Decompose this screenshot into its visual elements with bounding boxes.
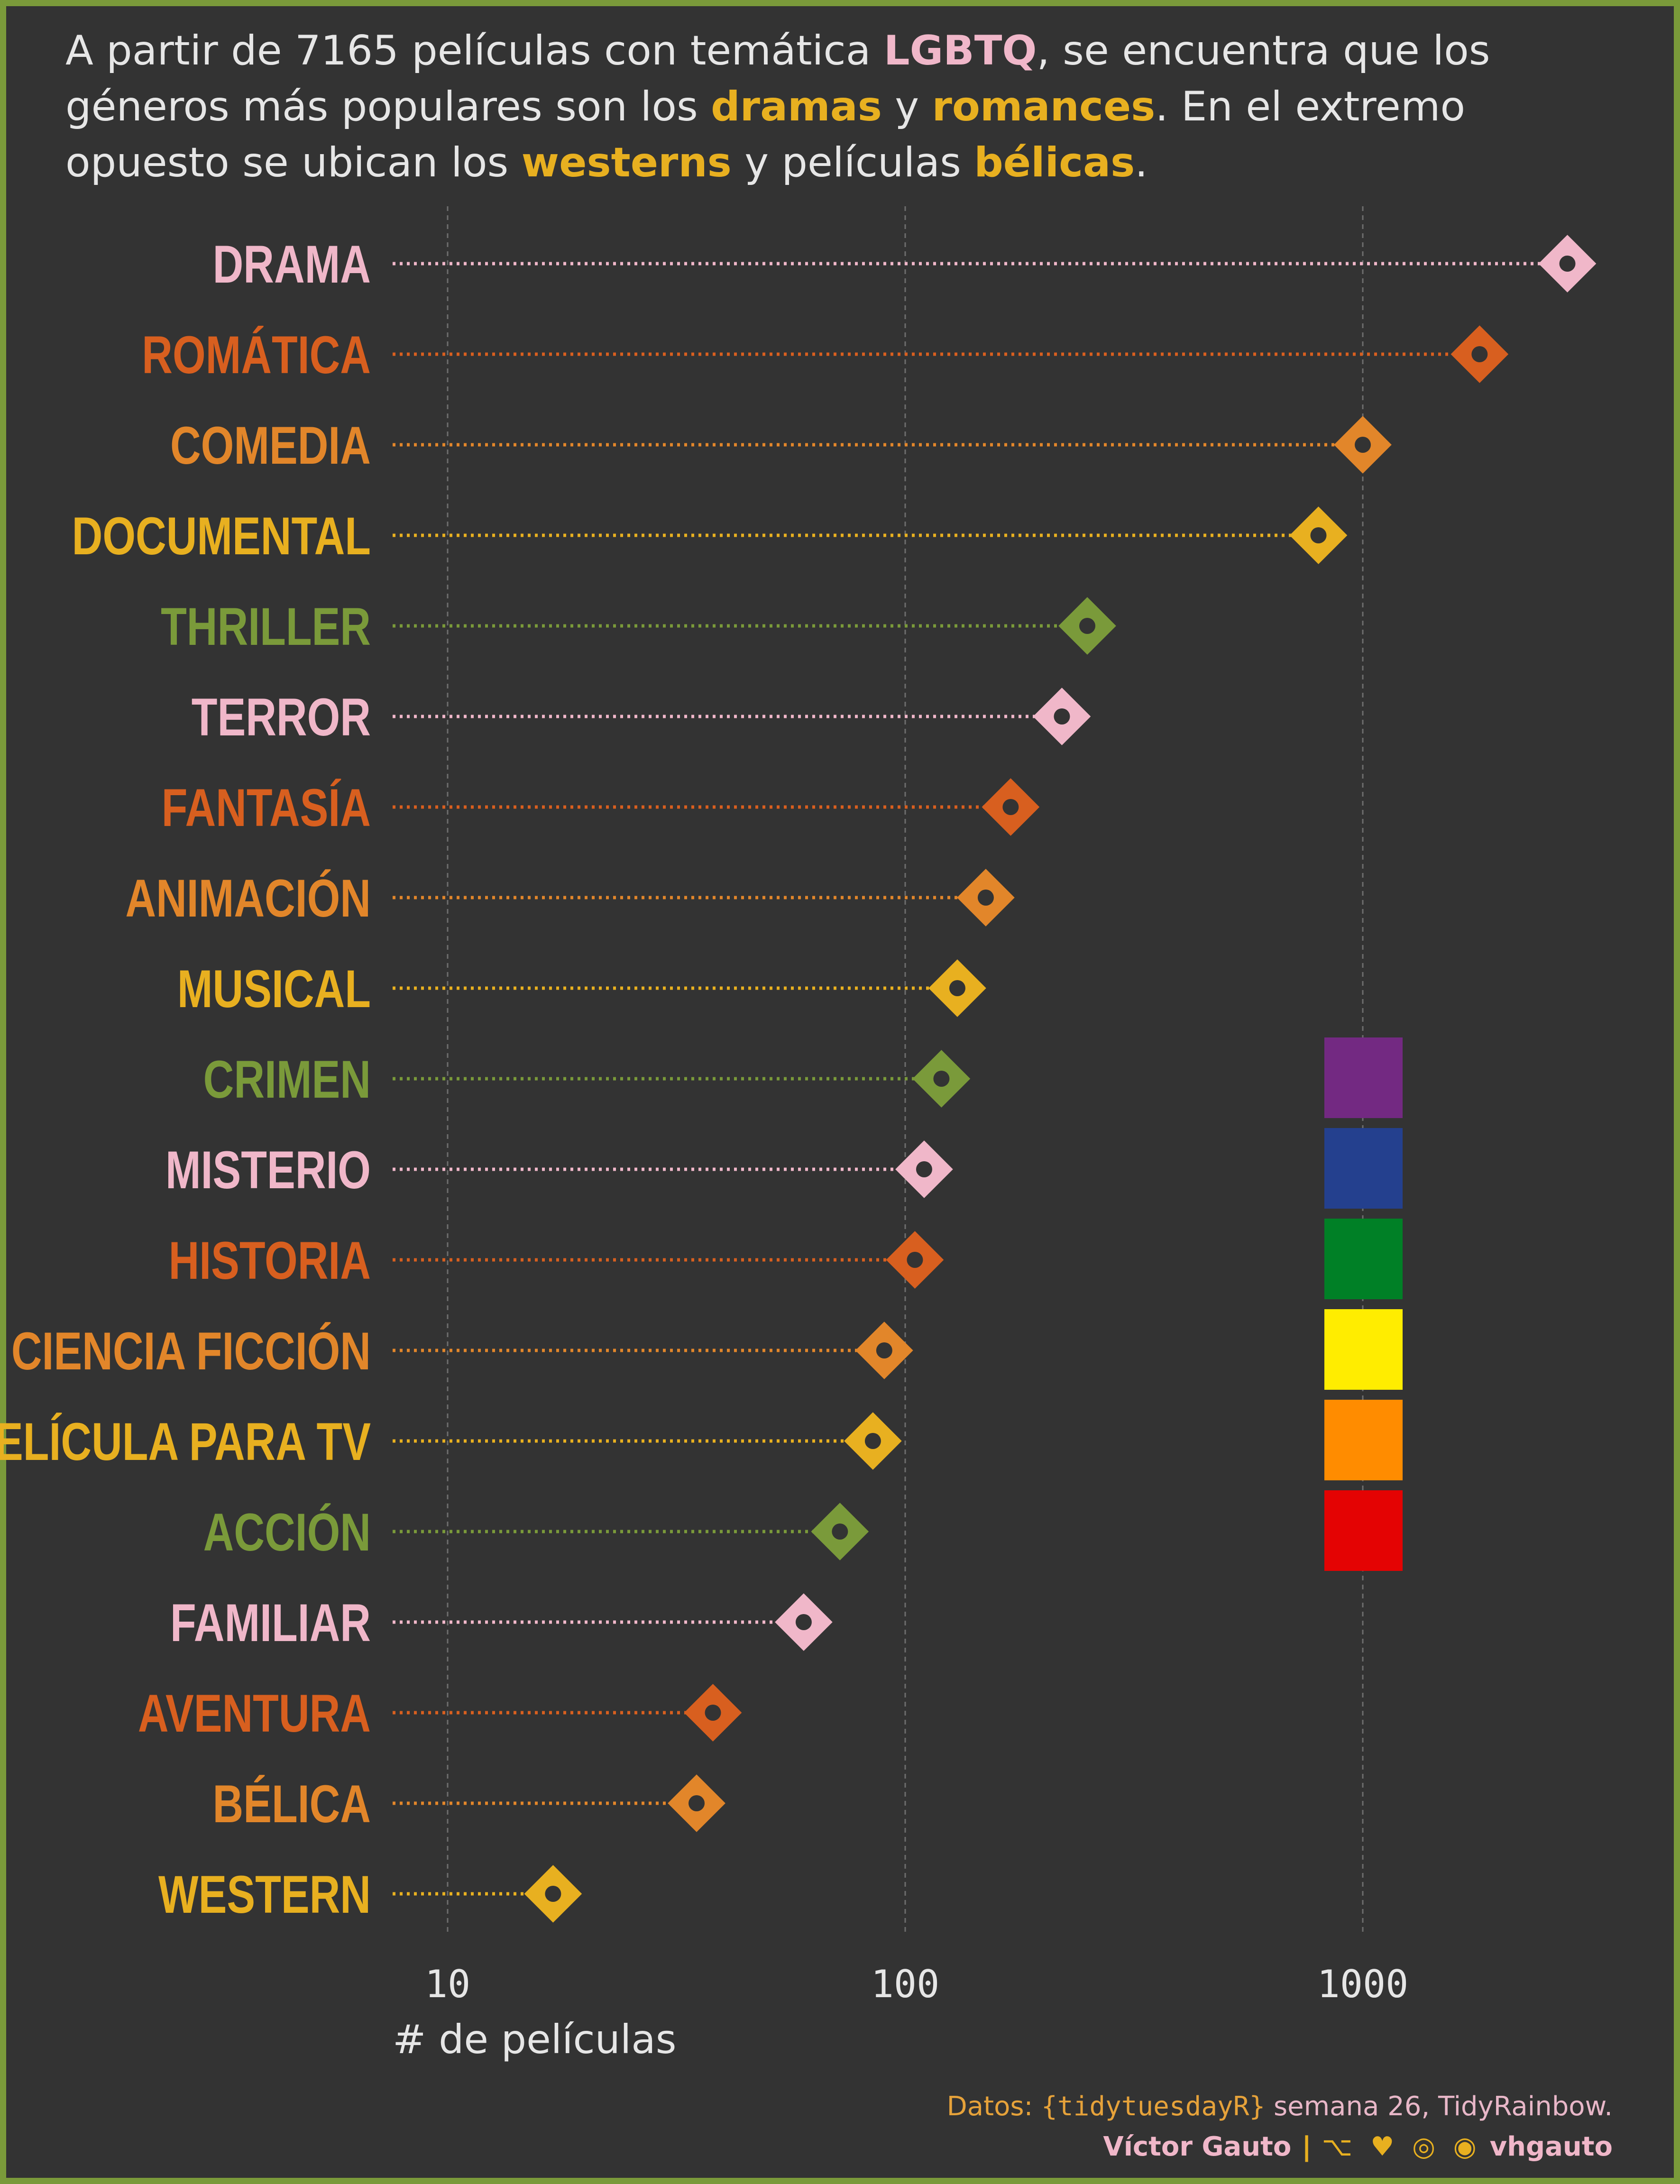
data-point-center — [949, 980, 965, 996]
data-point-center — [795, 1614, 812, 1630]
category-label: HISTORIA — [169, 1231, 371, 1291]
category-label: CIENCIA FICCIÓN — [11, 1322, 371, 1381]
subtitle-text-1: A partir de 7165 películas con temática — [65, 27, 884, 74]
x-tick-label: 10 — [425, 1962, 470, 2006]
category-label: WESTERN — [158, 1865, 371, 1925]
subtitle-highlight-westerns: westerns — [521, 139, 732, 186]
flag-stripe — [1324, 1037, 1403, 1118]
data-point-center — [1002, 799, 1019, 815]
category-label: COMEDIA — [170, 416, 371, 476]
x-axis-label: # de películas — [393, 2016, 676, 2063]
data-point-center — [933, 1071, 950, 1087]
x-tick-label: 1000 — [1317, 1962, 1409, 2006]
category-label: DOCUMENTAL — [72, 507, 371, 566]
flag-stripe — [1324, 1309, 1403, 1390]
data-point-center — [1054, 708, 1070, 725]
category-label: AVENTURA — [138, 1684, 371, 1744]
category-label: MUSICAL — [177, 960, 371, 1019]
flag-stripe — [1324, 1219, 1403, 1299]
data-point-center — [689, 1795, 705, 1811]
caption-source-package: {tidytuesdayR} — [1041, 2091, 1266, 2122]
flag-stripe — [1324, 1128, 1403, 1209]
data-point-center — [1355, 437, 1371, 453]
x-tick-label: 100 — [871, 1962, 940, 2006]
category-label: CRIMEN — [203, 1050, 371, 1110]
data-point-center — [832, 1523, 848, 1540]
caption-author: Víctor Gauto | ⌥ ♥ ◎ ◉ vhgauto — [1103, 2131, 1613, 2162]
subtitle-text-5: y películas — [731, 139, 974, 186]
category-label: FANTASÍA — [162, 779, 371, 838]
flag-stripe — [1324, 1400, 1403, 1480]
data-point-center — [1471, 346, 1488, 362]
subtitle-highlight-dramas: dramas — [711, 83, 882, 130]
category-label: BÉLICA — [213, 1775, 371, 1834]
subtitle-highlight-belicas: bélicas — [974, 139, 1135, 186]
subtitle-highlight-lgbtq: LGBTQ — [883, 27, 1037, 74]
subtitle-highlight-romances: romances — [932, 83, 1156, 130]
data-point-center — [977, 890, 994, 906]
data-point-center — [916, 1161, 932, 1177]
category-label: ACCIÓN — [203, 1503, 371, 1562]
category-label: TERROR — [192, 688, 371, 747]
data-point-center — [545, 1886, 561, 1902]
caption-separator: | — [1302, 2131, 1312, 2162]
category-label: ROMÁTICA — [142, 326, 371, 385]
category-label: PELÍCULA PARA TV — [0, 1413, 371, 1472]
chart-subtitle: A partir de 7165 películas con temática … — [65, 23, 1630, 191]
flag-stripe — [1324, 1490, 1403, 1571]
data-point-center — [1310, 527, 1327, 543]
data-point-center — [864, 1433, 881, 1449]
caption-author-name: Víctor Gauto — [1103, 2131, 1292, 2162]
data-point-center — [1559, 256, 1576, 272]
category-label: ANIMACIÓN — [125, 869, 371, 928]
category-label: DRAMA — [213, 235, 371, 294]
subtitle-text-6: . — [1135, 139, 1148, 186]
data-point-center — [705, 1705, 721, 1721]
data-point-center — [907, 1252, 923, 1268]
data-point-center — [1079, 618, 1096, 634]
subtitle-text-3: y — [881, 83, 932, 130]
data-point-center — [876, 1342, 892, 1358]
caption-source-rest: semana 26, TidyRainbow. — [1265, 2091, 1613, 2122]
caption-handle: vhgauto — [1489, 2131, 1613, 2162]
caption-source-prefix: Datos: — [946, 2091, 1042, 2122]
category-label: FAMILIAR — [170, 1594, 371, 1653]
social-icons: ⌥ ♥ ◎ ◉ — [1322, 2131, 1481, 2162]
subtitle-text-4: . En el extremo opuesto se ubican los — [65, 83, 1466, 186]
category-label: MISTERIO — [165, 1141, 371, 1200]
caption-source: Datos: {tidytuesdayR} semana 26, TidyRai… — [947, 2091, 1613, 2122]
subtitle-text-2: , se encuentra que los géneros más popul… — [65, 27, 1490, 130]
category-label: THRILLER — [161, 597, 371, 657]
